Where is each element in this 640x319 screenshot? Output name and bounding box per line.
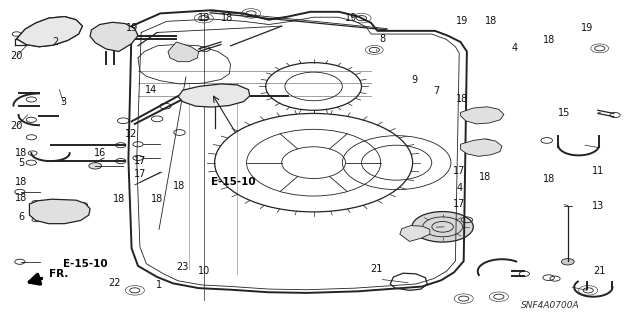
Text: 18: 18 <box>485 16 497 26</box>
Circle shape <box>561 259 574 265</box>
Text: 20: 20 <box>10 51 23 61</box>
Text: 10: 10 <box>198 266 210 276</box>
Text: 21: 21 <box>370 264 382 274</box>
Text: 18: 18 <box>15 193 28 203</box>
Polygon shape <box>29 199 90 224</box>
Text: 18: 18 <box>173 182 186 191</box>
Polygon shape <box>168 42 198 62</box>
Text: 22: 22 <box>108 278 120 288</box>
Text: 18: 18 <box>113 194 125 204</box>
Text: 18: 18 <box>15 177 28 187</box>
Text: 17: 17 <box>453 199 465 209</box>
Text: 21: 21 <box>593 266 606 276</box>
Text: 3: 3 <box>60 97 67 107</box>
Text: 1: 1 <box>156 280 162 290</box>
Text: 8: 8 <box>380 34 386 44</box>
Text: 9: 9 <box>412 75 417 85</box>
Text: 7: 7 <box>433 86 439 96</box>
Text: 19: 19 <box>456 16 468 26</box>
Text: 23: 23 <box>177 263 189 272</box>
Text: 14: 14 <box>145 85 157 95</box>
Text: 17: 17 <box>134 156 146 166</box>
Text: 19: 19 <box>581 23 593 33</box>
Text: 17: 17 <box>453 166 465 176</box>
Polygon shape <box>400 226 430 241</box>
Polygon shape <box>178 84 250 107</box>
Polygon shape <box>17 17 83 47</box>
Text: SNF4A0700A: SNF4A0700A <box>520 301 579 310</box>
Text: 4: 4 <box>512 43 518 53</box>
Text: 19: 19 <box>198 13 210 23</box>
Text: E-15-10: E-15-10 <box>211 177 256 187</box>
Circle shape <box>412 211 473 242</box>
Text: 2: 2 <box>52 37 58 47</box>
Text: 5: 5 <box>18 158 24 168</box>
Text: E-15-10: E-15-10 <box>63 259 108 269</box>
Text: 19: 19 <box>344 13 356 23</box>
Text: 15: 15 <box>558 108 570 118</box>
Text: 18: 18 <box>543 35 555 45</box>
Text: FR.: FR. <box>49 270 68 279</box>
Circle shape <box>89 163 102 169</box>
Polygon shape <box>461 107 504 124</box>
Text: 18: 18 <box>543 174 555 183</box>
Text: 17: 17 <box>134 169 146 179</box>
Text: 18: 18 <box>221 13 234 23</box>
Text: 18: 18 <box>151 194 163 204</box>
Text: 16: 16 <box>93 148 106 158</box>
Text: 18: 18 <box>479 172 491 182</box>
Polygon shape <box>90 22 138 51</box>
Text: 4: 4 <box>456 183 462 193</box>
Text: 13: 13 <box>591 201 604 211</box>
Text: 11: 11 <box>591 166 604 176</box>
Polygon shape <box>461 139 502 156</box>
Text: 18: 18 <box>456 94 468 104</box>
Text: 19: 19 <box>125 23 138 33</box>
Text: 12: 12 <box>125 129 138 139</box>
Text: 20: 20 <box>10 121 23 131</box>
Text: 6: 6 <box>18 212 24 222</box>
Text: 18: 18 <box>15 148 28 158</box>
